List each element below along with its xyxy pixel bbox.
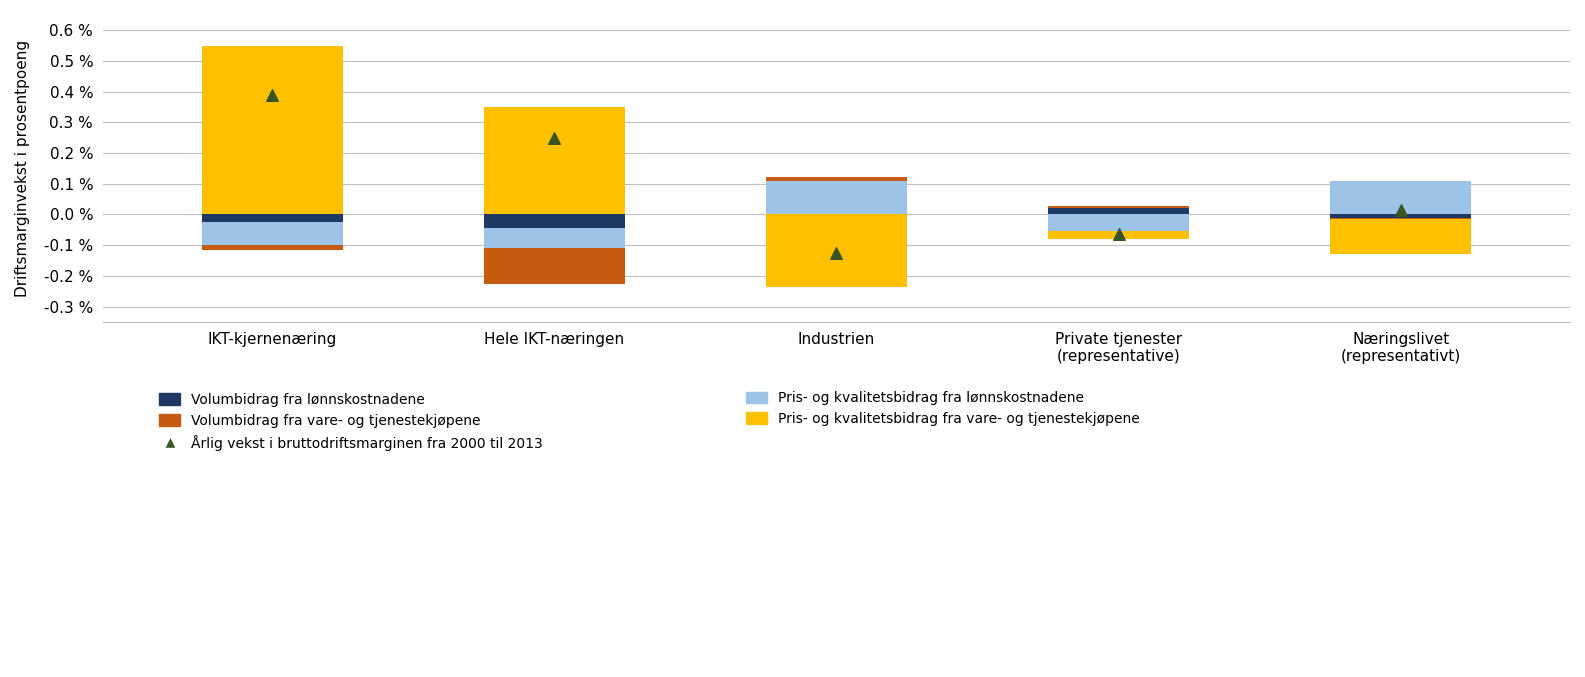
Point <box>1388 204 1414 215</box>
Bar <box>483 228 624 248</box>
Bar <box>201 45 342 215</box>
Bar <box>483 248 624 284</box>
Point <box>1106 228 1132 239</box>
Bar <box>201 245 342 250</box>
Bar <box>1048 215 1189 232</box>
Bar <box>766 177 907 181</box>
Bar <box>1330 181 1471 215</box>
Bar <box>201 222 342 245</box>
Bar <box>201 215 342 222</box>
Point <box>542 133 567 144</box>
Bar <box>1048 232 1189 239</box>
Bar <box>483 215 624 228</box>
Bar <box>1330 219 1471 255</box>
Point <box>824 247 850 258</box>
Point <box>260 89 285 100</box>
Bar <box>1330 215 1471 217</box>
Bar <box>1330 217 1471 219</box>
Bar <box>483 107 624 215</box>
Bar <box>766 215 907 286</box>
Bar <box>1048 206 1189 209</box>
Y-axis label: Driftsmarginvekst i prosentpoeng: Driftsmarginvekst i prosentpoeng <box>14 40 30 297</box>
Legend: Pris- og kvalitetsbidrag fra lønnskostnadene, Pris- og kvalitetsbidrag fra vare-: Pris- og kvalitetsbidrag fra lønnskostna… <box>740 385 1146 432</box>
Bar <box>766 181 907 215</box>
Bar <box>1048 209 1189 215</box>
